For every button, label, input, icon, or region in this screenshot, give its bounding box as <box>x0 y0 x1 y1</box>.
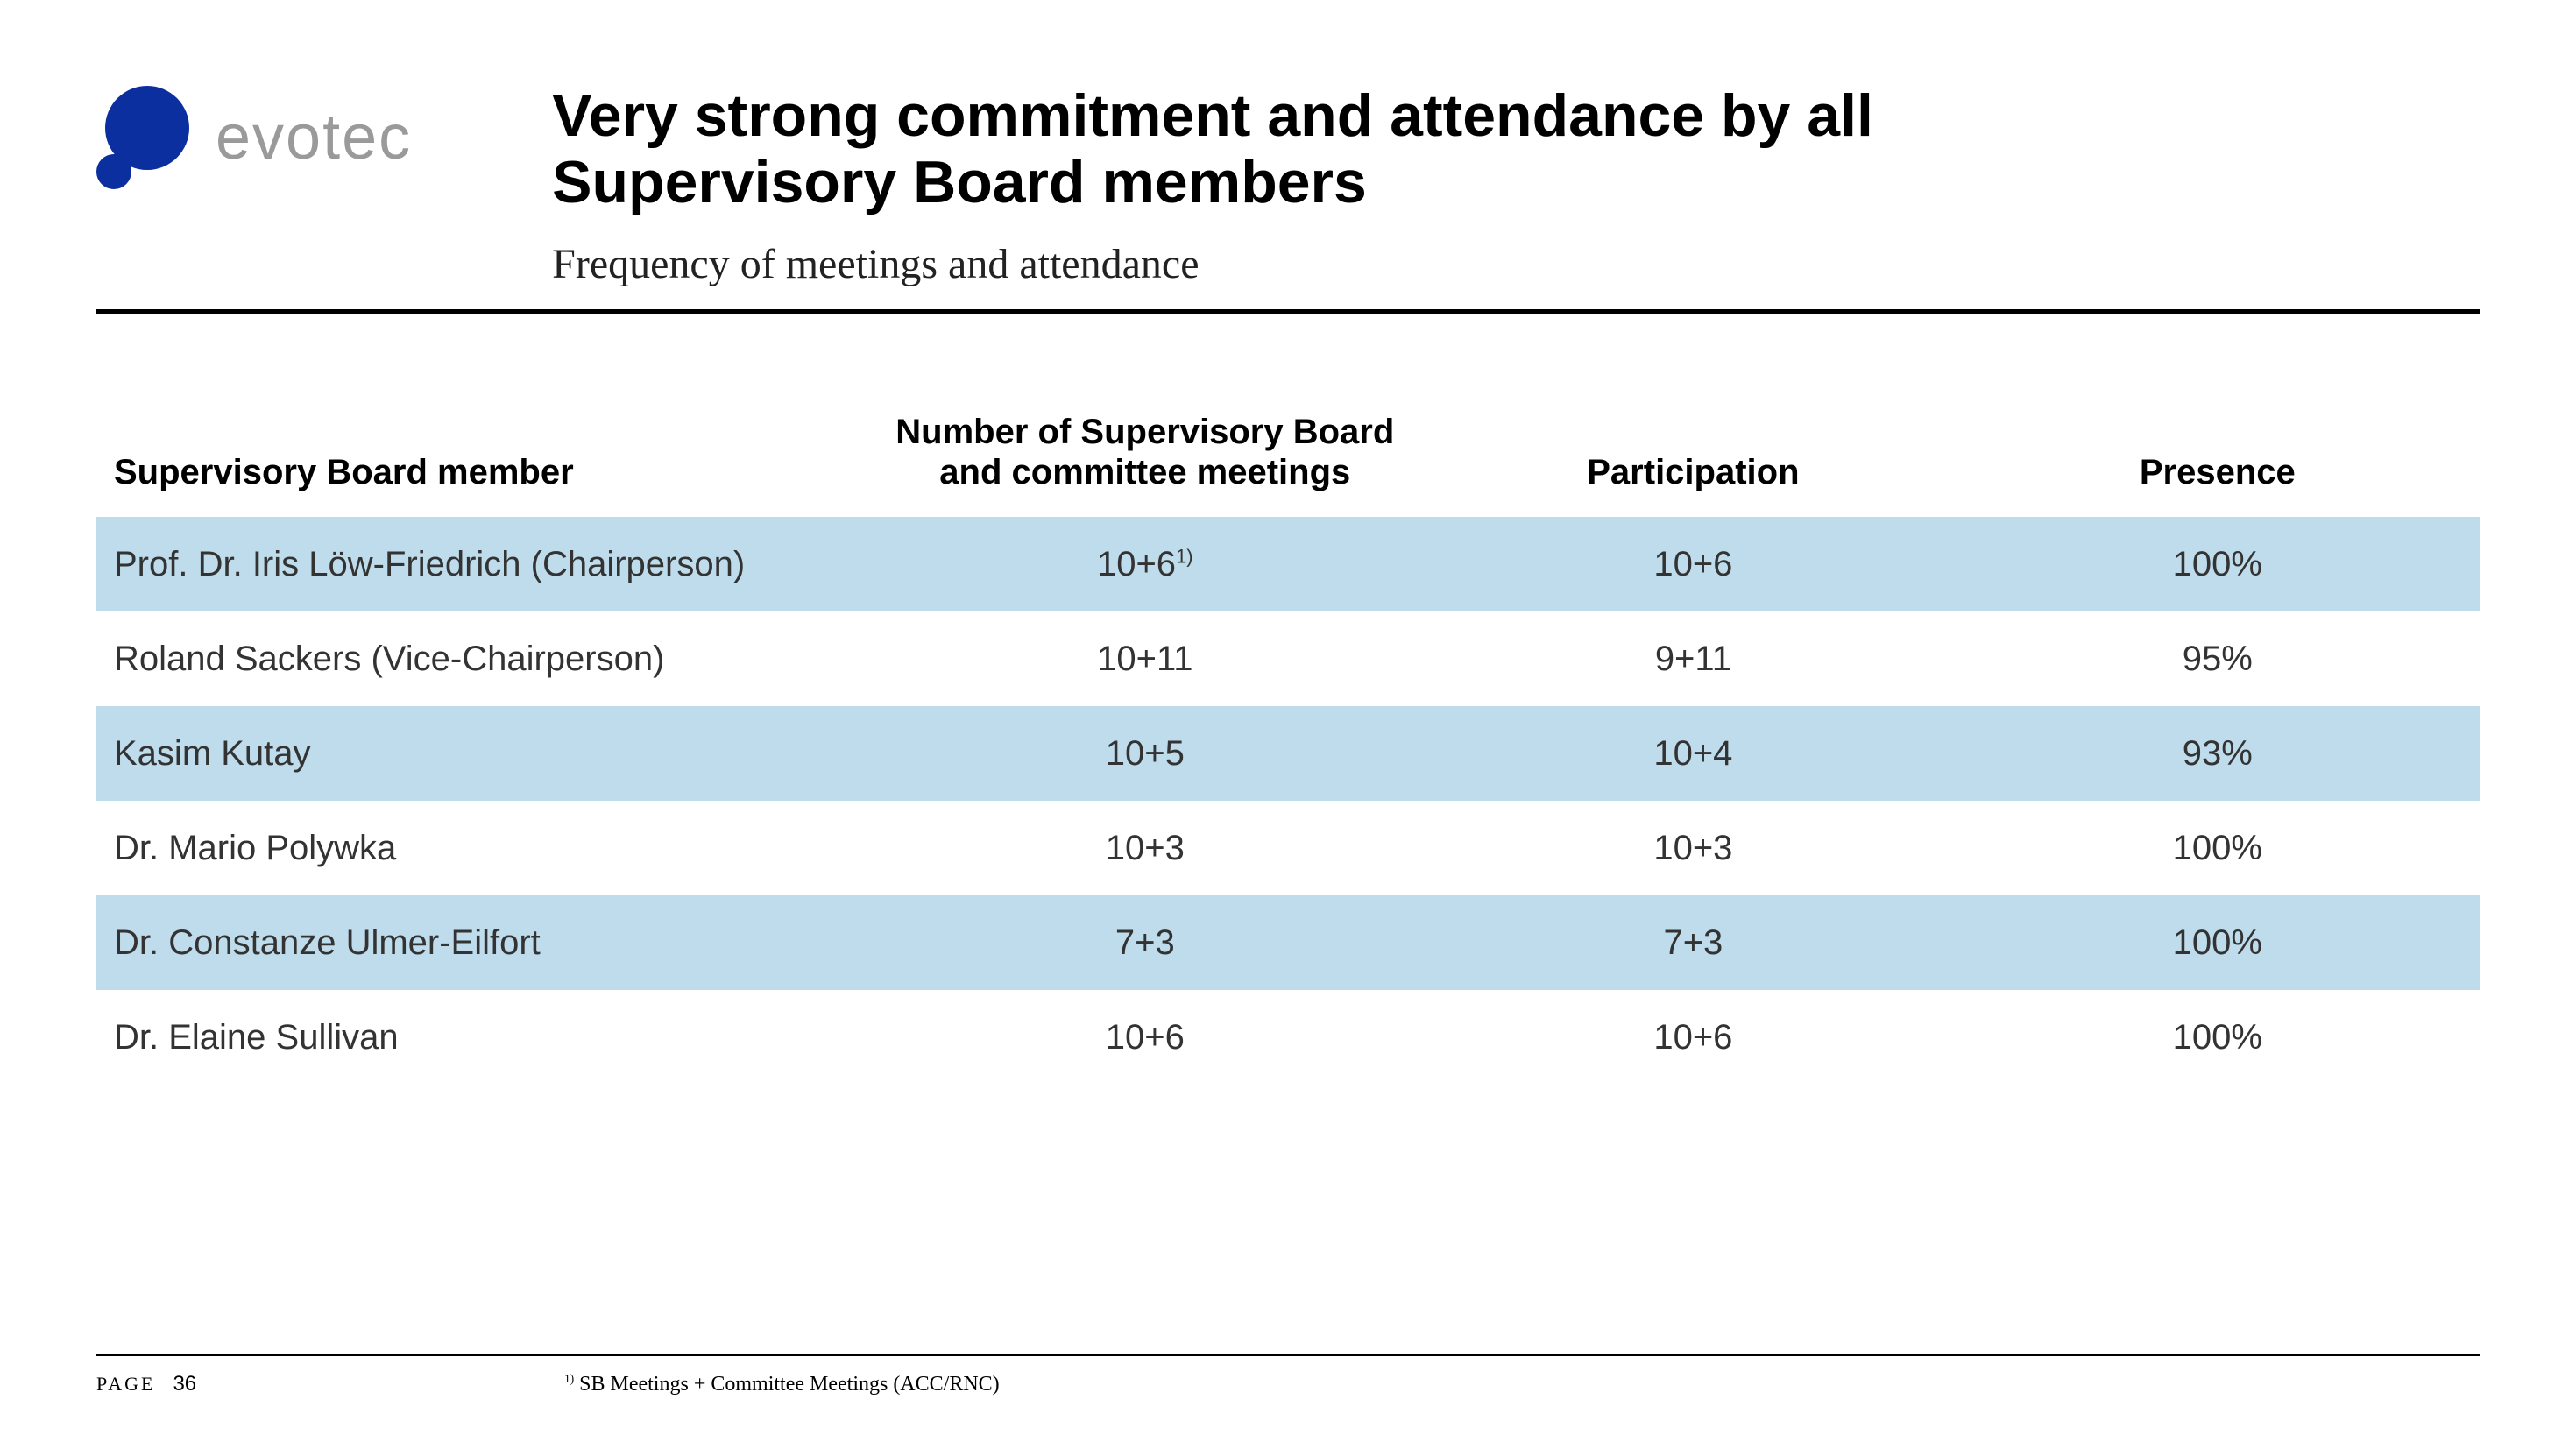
attendance-table-wrap: Supervisory Board member Number of Super… <box>96 392 2480 1085</box>
cell-member: Kasim Kutay <box>96 706 859 801</box>
footnote-marker: 1) <box>564 1372 574 1385</box>
brand-logo: evotec <box>96 79 412 189</box>
cell-presence: 100% <box>1956 990 2480 1085</box>
slide-title: Very strong commitment and attendance by… <box>552 82 2480 216</box>
cell-meetings: 10+5 <box>859 706 1431 801</box>
table-row: Prof. Dr. Iris Löw-Friedrich (Chairperso… <box>96 517 2480 611</box>
cell-presence: 100% <box>1956 517 2480 611</box>
col-header-presence: Presence <box>1956 392 2480 517</box>
divider-thin <box>96 1354 2480 1356</box>
cell-presence: 100% <box>1956 801 2480 895</box>
table-row: Dr. Elaine Sullivan10+610+6100% <box>96 990 2480 1085</box>
slide-subtitle: Frequency of meetings and attendance <box>552 240 2480 300</box>
footer: PAGE 36 1) SB Meetings + Committee Meeti… <box>96 1354 2480 1396</box>
table-row: Dr. Mario Polywka10+310+3100% <box>96 801 2480 895</box>
col-header-meetings: Number of Supervisory Board and committe… <box>859 392 1431 517</box>
cell-member: Dr. Constanze Ulmer-Eilfort <box>96 895 859 990</box>
cell-meetings: 7+3 <box>859 895 1431 990</box>
cell-participation: 10+6 <box>1431 517 1955 611</box>
header-row: evotec Very strong commitment and attend… <box>96 79 2480 300</box>
table-header-row: Supervisory Board member Number of Super… <box>96 392 2480 517</box>
cell-meetings: 10+6 <box>859 990 1431 1085</box>
cell-participation: 10+4 <box>1431 706 1955 801</box>
brand-name: evotec <box>216 102 412 173</box>
cell-meetings: 10+3 <box>859 801 1431 895</box>
cell-participation: 10+3 <box>1431 801 1955 895</box>
cell-participation: 10+6 <box>1431 990 1955 1085</box>
table-row: Dr. Constanze Ulmer-Eilfort7+37+3100% <box>96 895 2480 990</box>
footnote-text: SB Meetings + Committee Meetings (ACC/RN… <box>579 1373 1000 1396</box>
footer-row: PAGE 36 1) SB Meetings + Committee Meeti… <box>96 1372 2480 1396</box>
title-line-1: Very strong commitment and attendance by… <box>552 82 1873 149</box>
slide: evotec Very strong commitment and attend… <box>0 0 2576 1449</box>
col-header-participation: Participation <box>1431 392 1955 517</box>
attendance-table: Supervisory Board member Number of Super… <box>96 392 2480 1085</box>
cell-meetings: 10+61) <box>859 517 1431 611</box>
brand-logo-icon <box>96 86 200 189</box>
table-row: Roland Sackers (Vice-Chairperson)10+119+… <box>96 611 2480 706</box>
divider-heavy <box>96 309 2480 314</box>
cell-participation: 7+3 <box>1431 895 1955 990</box>
cell-member: Roland Sackers (Vice-Chairperson) <box>96 611 859 706</box>
cell-presence: 100% <box>1956 895 2480 990</box>
page-label: PAGE <box>96 1373 155 1395</box>
table-row: Kasim Kutay10+510+493% <box>96 706 2480 801</box>
cell-member: Dr. Mario Polywka <box>96 801 859 895</box>
cell-meetings-sup: 1) <box>1176 546 1193 568</box>
cell-presence: 95% <box>1956 611 2480 706</box>
cell-meetings: 10+11 <box>859 611 1431 706</box>
cell-member: Dr. Elaine Sullivan <box>96 990 859 1085</box>
title-block: Very strong commitment and attendance by… <box>552 79 2480 300</box>
page-indicator: PAGE 36 <box>96 1372 196 1396</box>
title-line-2: Supervisory Board members <box>552 149 1367 216</box>
cell-presence: 93% <box>1956 706 2480 801</box>
table-body: Prof. Dr. Iris Löw-Friedrich (Chairperso… <box>96 517 2480 1085</box>
footnote: 1) SB Meetings + Committee Meetings (ACC… <box>564 1372 1000 1396</box>
cell-member: Prof. Dr. Iris Löw-Friedrich (Chairperso… <box>96 517 859 611</box>
page-number: 36 <box>173 1372 196 1396</box>
col-header-member: Supervisory Board member <box>96 392 859 517</box>
cell-participation: 9+11 <box>1431 611 1955 706</box>
